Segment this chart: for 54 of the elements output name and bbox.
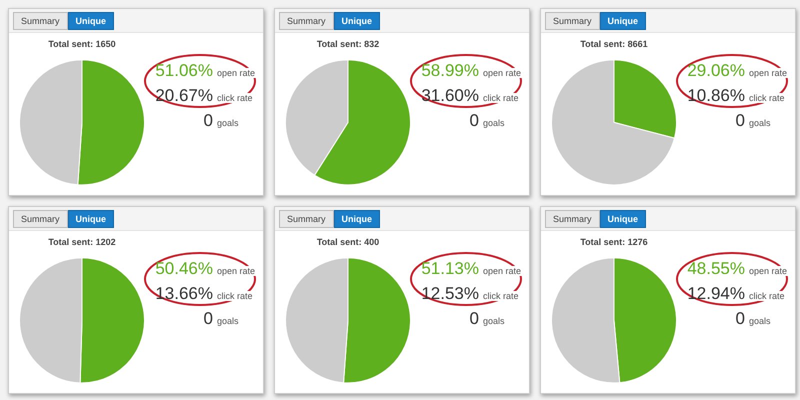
chart-title: Total sent: 832 bbox=[316, 38, 380, 49]
text: 29.06% bbox=[687, 61, 745, 81]
text: 0 bbox=[470, 111, 479, 131]
text: 12.94% bbox=[687, 284, 745, 304]
text: 0 bbox=[736, 111, 745, 131]
text: click rate bbox=[483, 93, 527, 103]
text: Unique bbox=[600, 12, 646, 30]
text: 0 bbox=[470, 309, 479, 329]
text: goals bbox=[749, 316, 793, 326]
text: 48.55% bbox=[687, 259, 745, 279]
text: click rate bbox=[483, 291, 527, 301]
text: 0 bbox=[204, 309, 213, 329]
text: open rate bbox=[483, 68, 527, 78]
text: goals bbox=[217, 118, 261, 128]
text: 31.60% bbox=[421, 86, 479, 106]
text: Summary bbox=[13, 12, 68, 30]
text: 58.99% bbox=[421, 61, 479, 81]
text: Summary bbox=[279, 210, 334, 228]
text: open rate bbox=[749, 266, 793, 276]
text: Unique bbox=[600, 210, 646, 228]
chart-title: Total sent: 1276 bbox=[580, 236, 648, 247]
text: Unique bbox=[334, 12, 380, 30]
chart-title: Total sent: 400 bbox=[316, 236, 380, 247]
text: click rate bbox=[749, 291, 793, 301]
text: Summary bbox=[279, 12, 334, 30]
text: 20.67% bbox=[155, 86, 213, 106]
text: click rate bbox=[217, 93, 261, 103]
text: click rate bbox=[217, 291, 261, 301]
text: Summary bbox=[13, 210, 68, 228]
text: goals bbox=[749, 118, 793, 128]
text: open rate bbox=[749, 68, 793, 78]
text: 50.46% bbox=[155, 259, 213, 279]
text: Unique bbox=[334, 210, 380, 228]
text: 10.86% bbox=[687, 86, 745, 106]
text: 0 bbox=[736, 309, 745, 329]
text: goals bbox=[483, 118, 527, 128]
text: Summary bbox=[545, 210, 600, 228]
chart-title: Total sent: 8661 bbox=[580, 38, 648, 49]
text: open rate bbox=[217, 266, 261, 276]
chart-title: Total sent: 1650 bbox=[48, 38, 116, 49]
text: open rate bbox=[483, 266, 527, 276]
text: Unique bbox=[68, 12, 114, 30]
text: Unique bbox=[68, 210, 114, 228]
text: 13.66% bbox=[155, 284, 213, 304]
chart-title: Total sent: 1202 bbox=[48, 236, 116, 247]
text: 0 bbox=[204, 111, 213, 131]
text: 12.53% bbox=[421, 284, 479, 304]
text: click rate bbox=[749, 93, 793, 103]
text: Summary bbox=[545, 12, 600, 30]
text: goals bbox=[483, 316, 527, 326]
text: 51.13% bbox=[421, 259, 479, 279]
text: open rate bbox=[217, 68, 261, 78]
text: 51.06% bbox=[155, 61, 213, 81]
text: goals bbox=[217, 316, 261, 326]
